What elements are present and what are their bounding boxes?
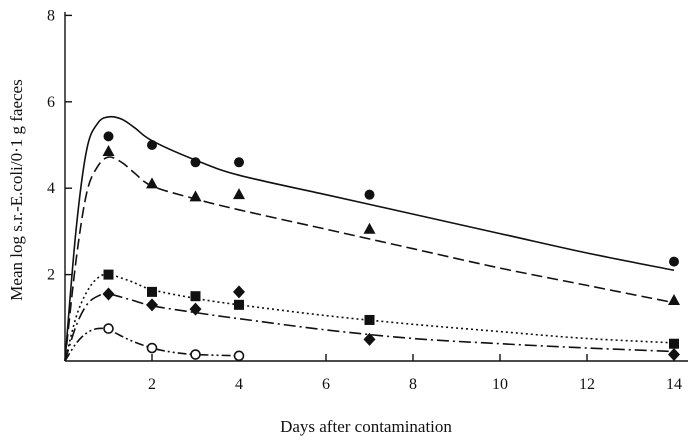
data-point-filled-circle <box>147 140 157 150</box>
data-point-filled-square <box>669 338 679 349</box>
data-markers <box>102 131 680 362</box>
data-point-filled-diamond <box>146 298 158 312</box>
data-point-filled-square <box>103 269 114 280</box>
x-tick-label: 10 <box>492 376 508 393</box>
y-tick-label: 2 <box>47 267 55 284</box>
y-axis-title: Mean log s.r.-E.coli/0·1 g faeces <box>7 79 26 300</box>
x-tick-label: 14 <box>666 376 682 393</box>
data-point-filled-circle <box>669 256 679 267</box>
data-point-filled-triangle <box>146 177 158 189</box>
fit-curve-filled-triangle <box>64 156 675 362</box>
data-point-filled-diamond <box>668 348 680 362</box>
data-point-filled-triangle <box>668 294 680 306</box>
x-tick-label: 4 <box>235 376 243 393</box>
data-point-filled-triangle <box>363 222 376 234</box>
x-axis-title: Days after contamination <box>280 417 452 436</box>
y-tick-label: 8 <box>47 7 55 24</box>
data-point-filled-square <box>234 299 244 310</box>
data-point-filled-circle <box>190 157 201 168</box>
fit-curve-open-circle <box>64 327 240 362</box>
data-point-filled-diamond <box>363 332 376 346</box>
data-point-filled-diamond <box>233 285 245 299</box>
data-point-filled-diamond <box>102 287 115 301</box>
data-point-filled-triangle <box>189 190 202 202</box>
y-tick-label: 6 <box>47 94 55 111</box>
data-point-filled-square <box>364 314 375 325</box>
data-point-filled-circle <box>234 157 244 168</box>
data-point-open-circle <box>190 349 201 360</box>
x-tick-label: 12 <box>579 376 595 393</box>
data-point-filled-circle <box>364 189 375 200</box>
data-point-filled-square <box>147 286 157 297</box>
data-point-open-circle <box>146 342 158 354</box>
data-point-filled-triangle <box>233 188 245 200</box>
data-point-filled-diamond <box>189 302 202 316</box>
data-point-open-circle <box>103 323 114 334</box>
x-tick-label: 8 <box>409 376 417 393</box>
x-tick-label: 6 <box>322 376 330 393</box>
data-point-open-circle <box>233 350 245 362</box>
data-point-filled-circle <box>103 131 114 142</box>
data-point-filled-square <box>190 291 201 302</box>
data-point-filled-triangle <box>102 144 115 156</box>
x-tick-label: 2 <box>148 376 156 393</box>
axes: 2 4 6 8 2 4 6 8 10 12 14 <box>47 7 688 393</box>
y-tick-label: 4 <box>47 180 55 197</box>
